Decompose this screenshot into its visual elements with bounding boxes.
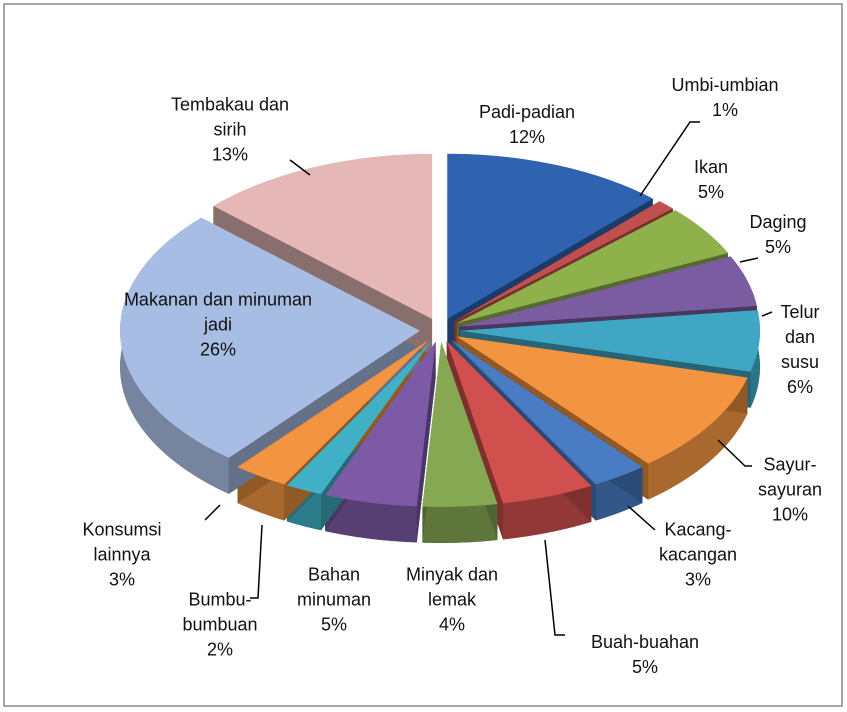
leader-line bbox=[739, 257, 759, 263]
category-name: Padi-padian bbox=[478, 102, 576, 122]
slice bbox=[459, 256, 757, 327]
category-name: Daging bbox=[749, 212, 807, 232]
slice-label: Padi-padian 12% bbox=[457, 100, 597, 150]
slice-wall bbox=[422, 504, 498, 543]
value-label: 4% bbox=[438, 614, 465, 635]
category-name: Ikan bbox=[693, 157, 729, 177]
category-name: Buah-buahan bbox=[590, 632, 700, 652]
slice bbox=[456, 336, 748, 464]
slice-label: Daging 5% bbox=[743, 210, 813, 260]
slice-label: Makanan dan minuman jadi 26% bbox=[123, 288, 313, 363]
category-name: Telur dan susu bbox=[780, 302, 820, 372]
leader-line bbox=[204, 504, 221, 521]
slice bbox=[446, 341, 592, 504]
slice bbox=[451, 339, 643, 485]
leader-line bbox=[544, 539, 565, 636]
value-label: 3% bbox=[108, 569, 135, 590]
slice-label: Ikan 5% bbox=[686, 155, 736, 205]
slice bbox=[454, 201, 673, 322]
value-label: 12% bbox=[508, 127, 546, 147]
slice-label: Sayur-sayuran 10% bbox=[750, 453, 830, 528]
leader-line bbox=[639, 121, 700, 197]
leader-lines bbox=[204, 121, 773, 636]
category-name: Makanan dan minuman jadi bbox=[123, 289, 313, 335]
value-label: 5% bbox=[631, 657, 658, 677]
category-name: Konsumsi lainnya bbox=[82, 519, 162, 565]
category-name: Umbi-umbian bbox=[671, 75, 779, 95]
slice-label: Bahan minuman 5% bbox=[284, 563, 384, 638]
slice-tops bbox=[120, 153, 760, 507]
leader-line bbox=[250, 524, 263, 599]
category-name: Sayur-sayuran bbox=[757, 454, 823, 500]
slice-label: Bumbu-bumbuan 2% bbox=[175, 588, 265, 663]
slice-label: Konsumsi lainnya 3% bbox=[67, 518, 177, 593]
value-label: 1% bbox=[711, 100, 738, 120]
leader-line bbox=[761, 311, 773, 317]
slice bbox=[237, 339, 429, 485]
value-label: 3% bbox=[684, 569, 711, 590]
slice bbox=[325, 341, 436, 507]
category-name: Tembakau dan sirih bbox=[170, 94, 290, 140]
slice-label: Buah-buahan 5% bbox=[580, 630, 710, 680]
slice-label: Tembakau dan sirih 13% bbox=[170, 93, 290, 168]
slice-label: Minyak dan lemak 4% bbox=[382, 563, 522, 638]
slice-wall bbox=[648, 377, 748, 500]
category-name: Kacang-kacangan bbox=[658, 519, 738, 565]
slice-label: Telur dan susu 6% bbox=[770, 300, 830, 400]
value-label: 26% bbox=[199, 339, 237, 360]
slice-wall bbox=[325, 495, 417, 543]
category-name: Bahan minuman bbox=[296, 564, 372, 610]
value-label: 2% bbox=[206, 639, 233, 660]
slice bbox=[286, 340, 432, 495]
slice-label: Umbi-umbian 1% bbox=[655, 73, 795, 123]
slice bbox=[213, 153, 433, 319]
leader-line bbox=[717, 439, 752, 467]
value-label: 5% bbox=[697, 182, 724, 202]
slice bbox=[447, 153, 653, 319]
slice bbox=[422, 341, 498, 507]
leader-line bbox=[627, 505, 656, 531]
value-label: 5% bbox=[320, 614, 347, 635]
value-label: 6% bbox=[786, 377, 813, 397]
category-name: Minyak dan lemak bbox=[405, 564, 499, 610]
slice bbox=[459, 310, 760, 372]
slice-edge bbox=[416, 341, 436, 543]
category-name: Bumbu-bumbuan bbox=[182, 589, 258, 635]
leader-line bbox=[289, 159, 311, 176]
value-label: 5% bbox=[764, 237, 791, 257]
slice bbox=[456, 210, 728, 324]
slice bbox=[120, 217, 421, 458]
value-label: 13% bbox=[211, 144, 249, 165]
slice-label: Kacang-kacangan 3% bbox=[648, 518, 748, 593]
value-label: 10% bbox=[771, 504, 809, 525]
